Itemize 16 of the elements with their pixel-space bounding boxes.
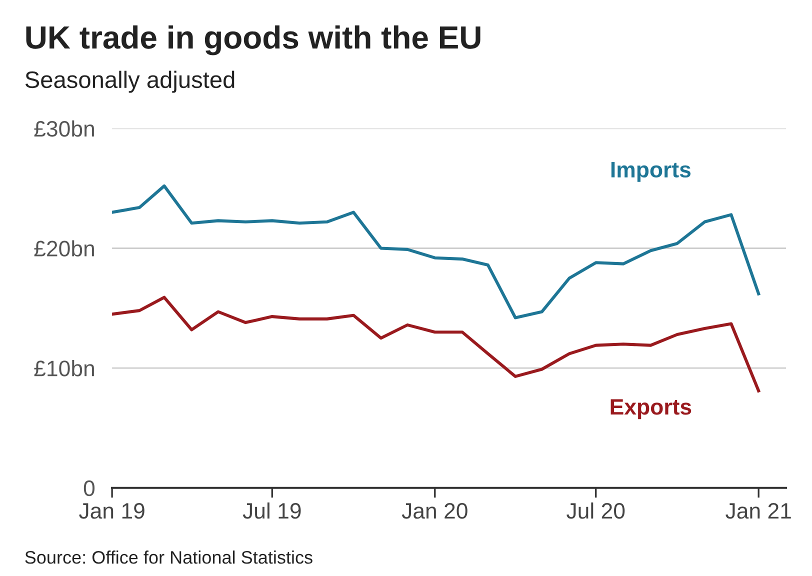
x-tick-label: Jan 19 (79, 503, 144, 519)
chart-subtitle: Seasonally adjusted (25, 70, 234, 93)
text: Exports (610, 399, 692, 420)
x-tick-label: Jan 21 (726, 503, 791, 519)
source-note: Source: Office for National Statistics (25, 550, 312, 564)
x-tick-label: Jul 20 (566, 502, 625, 519)
line-series (112, 184, 760, 320)
y-tick-label: 0 (84, 480, 95, 496)
y-tick-label: £30bn (34, 120, 94, 137)
series-label: Imports (611, 162, 691, 182)
x-tick-label: Jul 19 (242, 502, 301, 519)
chart-title: UK trade in goods with the EU (26, 25, 480, 56)
line-series (112, 296, 760, 392)
x-tick-label: Jan 20 (402, 503, 468, 519)
y-tick-label: £10bn (34, 360, 94, 376)
y-tick-label: £20bn (34, 240, 94, 257)
